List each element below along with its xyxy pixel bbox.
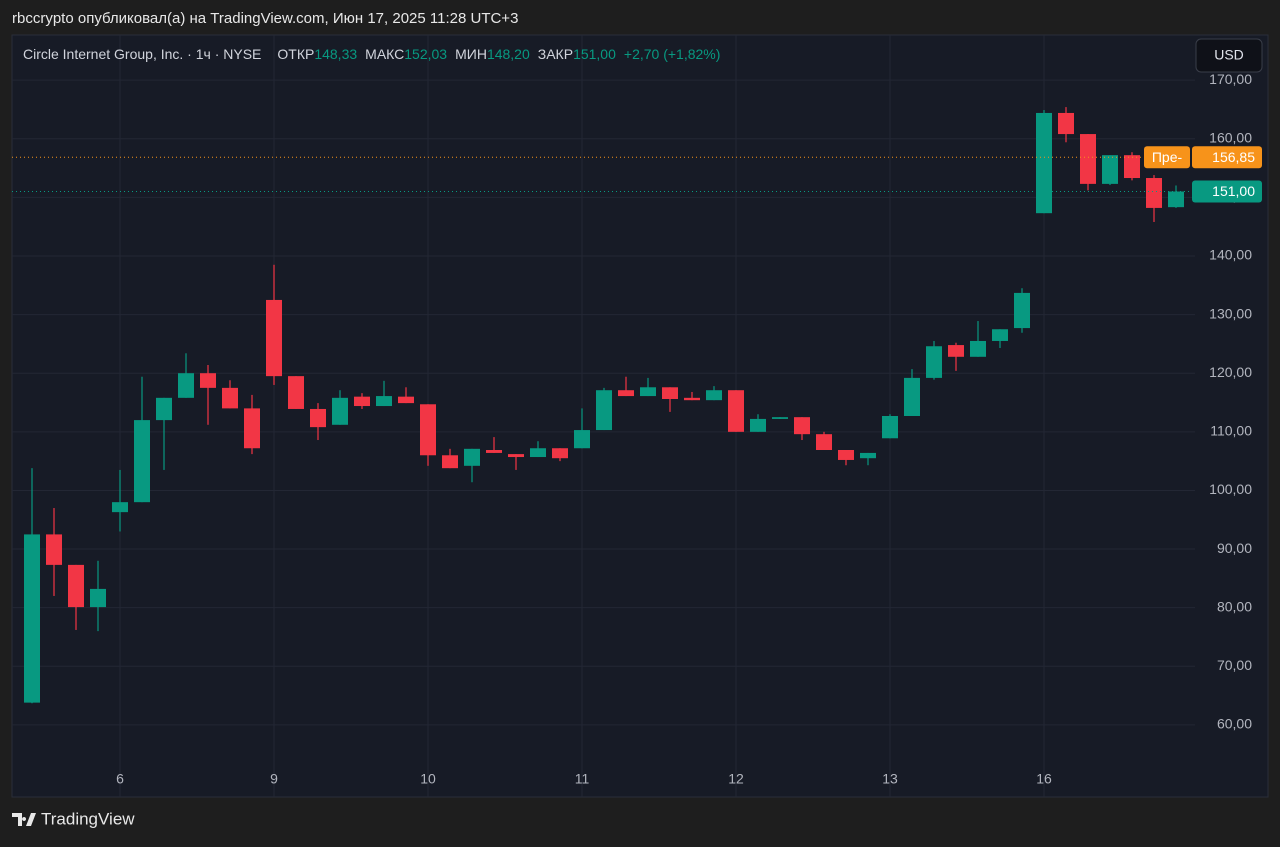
- currency[interactable]: USD: [1214, 47, 1244, 63]
- candle-body: [904, 377, 920, 416]
- candle-body: [90, 588, 106, 608]
- candle-body: [420, 404, 436, 456]
- candle-body: [662, 387, 678, 400]
- candle-body: [1102, 155, 1118, 184]
- ohlc-label: МИН: [455, 46, 487, 62]
- ohlc-value: 151,00: [573, 46, 616, 62]
- candle-body: [706, 390, 722, 401]
- candle-body: [266, 299, 282, 377]
- ohlc-value: 152,03: [404, 46, 447, 62]
- x-tick-label: 10: [420, 771, 436, 787]
- candle-body: [486, 449, 502, 453]
- candle-body: [552, 448, 568, 459]
- candle-body: [1080, 134, 1096, 184]
- candle-body: [442, 455, 458, 469]
- candle-body: [354, 396, 370, 407]
- y-tick-label: 100,00: [1209, 481, 1252, 497]
- change: +2,70 (+1,82%): [624, 46, 721, 62]
- candle-body: [24, 534, 40, 703]
- y-tick-label: 130,00: [1209, 305, 1252, 321]
- candle-body: [46, 534, 62, 565]
- x-tick-label: 9: [270, 771, 278, 787]
- legend: Circle Internet Group, Inc. · 1ч · NYSE О…: [23, 46, 720, 62]
- ohlc-value: 148,33: [314, 46, 357, 62]
- candle-body: [882, 416, 898, 439]
- candle-body: [376, 396, 392, 407]
- y-tick-label: 120,00: [1209, 364, 1252, 380]
- footer-brand: TradingView: [41, 809, 135, 828]
- candle-body: [948, 345, 964, 357]
- x-tick-label: 16: [1036, 771, 1052, 787]
- currency-button[interactable]: [1195, 38, 1263, 73]
- price-label-box: [1192, 146, 1262, 169]
- candle-body: [596, 390, 612, 431]
- x-tick-label: 13: [882, 771, 898, 787]
- x-tick-label: 11: [575, 771, 590, 787]
- ohlc-label: ЗАКР: [538, 46, 573, 62]
- candle-body: [816, 434, 832, 450]
- y-tick-label: 90,00: [1217, 540, 1252, 556]
- candle-body: [112, 502, 128, 513]
- ohlc-value: 148,20: [487, 46, 530, 62]
- x-tick-label: 6: [116, 771, 124, 787]
- y-tick-label: 80,00: [1217, 598, 1252, 614]
- candle-body: [926, 346, 942, 378]
- ohlc-label: ОТКР: [277, 46, 314, 62]
- candle-body: [574, 430, 590, 449]
- candle-body: [222, 387, 238, 409]
- ohlc-label: МАКС: [365, 46, 404, 62]
- candle-body: [794, 417, 810, 435]
- price-tag: Пре-: [1152, 149, 1183, 165]
- price-label-box: [1192, 180, 1262, 203]
- candle-body: [244, 408, 260, 449]
- caption: rbccrypto опубликовал(а) на TradingView.…: [12, 10, 518, 27]
- candle-body: [398, 396, 414, 404]
- candle-body: [1168, 191, 1184, 208]
- candle-body: [200, 373, 216, 388]
- candle-body: [310, 408, 326, 428]
- footer-logo: [12, 813, 36, 826]
- price-label: 156,85: [1212, 149, 1255, 165]
- candle-body: [1124, 155, 1140, 179]
- candle-body: [68, 564, 84, 608]
- y-tick-label: 160,00: [1209, 129, 1252, 145]
- candle-body: [508, 454, 524, 458]
- y-tick-label: 110,00: [1210, 423, 1252, 439]
- candle-body: [640, 387, 656, 397]
- candle-body: [992, 329, 1008, 341]
- candle-body: [772, 417, 788, 419]
- price-tag-box: [1144, 146, 1190, 169]
- y-tick-label: 60,00: [1217, 716, 1252, 732]
- candle-body: [332, 397, 348, 425]
- candle-body: [1146, 178, 1162, 208]
- candle-body: [464, 448, 480, 466]
- candle-body: [134, 420, 150, 503]
- chart-panel: [11, 34, 1269, 798]
- price-label: 151,00: [1212, 183, 1255, 199]
- candle-body: [1058, 112, 1074, 135]
- plot: 60,00 70,00 80,00 90,00 100,00 110,00 120,00 13…: [12, 35, 1262, 797]
- candle-body: [530, 448, 546, 458]
- candle-body: [838, 449, 854, 460]
- y-tick-label: 170,00: [1209, 71, 1252, 87]
- candle-body: [618, 390, 634, 397]
- candle-body: [750, 418, 766, 432]
- candle-body: [860, 452, 876, 459]
- candle-body: [288, 376, 304, 409]
- candle-body: [728, 390, 744, 432]
- candle-body: [1036, 112, 1052, 214]
- y-tick-label: 140,00: [1209, 247, 1252, 263]
- y-tick-label: 70,00: [1217, 657, 1252, 673]
- candle-body: [156, 397, 172, 421]
- candle-body: [178, 373, 194, 398]
- x-tick-label: 12: [728, 771, 744, 787]
- symbol: Circle Internet Group, Inc. · 1ч · NYSE: [23, 46, 261, 62]
- candle-body: [970, 340, 986, 357]
- candle-body: [1014, 292, 1030, 329]
- candle-body: [684, 397, 700, 401]
